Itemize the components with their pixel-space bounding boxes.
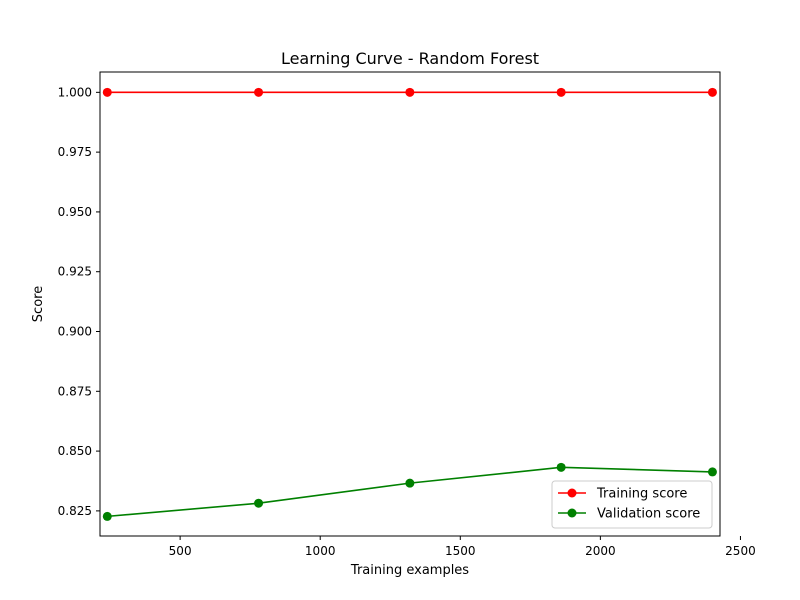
x-axis-label: Training examples [350,563,469,578]
series-2-point [405,478,415,488]
y-tick-label: 0.825 [58,504,92,518]
legend-label-1: Training score [596,487,687,502]
chart-title: Learning Curve - Random Forest [281,49,539,68]
series-1-point [556,87,566,97]
legend-label-2: Validation score [597,507,700,522]
axis-ticks: 500 1000 1500 2000 2500 0.825 0.850 0.875 0.900 0… [58,85,756,558]
y-tick-label: 0.975 [58,145,92,159]
y-tick-label: 0.900 [58,325,92,339]
y-tick-label: 0.925 [58,265,92,279]
y-axis-label: Score [31,286,46,322]
legend: Training score Validation score [551,480,713,529]
series-1-point [405,87,415,97]
x-tick-label: 1000 [305,544,336,558]
series-2-point [102,511,112,521]
series-2-point [254,498,264,508]
legend-marker-1 [567,488,577,498]
y-tick-label: 0.850 [58,444,92,458]
y-tick-label: 0.875 [58,384,92,398]
x-tick-label: 500 [169,544,192,558]
x-tick-label: 2000 [585,544,616,558]
x-tick-label: 2500 [725,544,756,558]
y-tick-label: 0.950 [58,205,92,219]
plot-area-frame [99,71,721,537]
series-1-point [254,87,264,97]
plot-series [102,87,717,521]
y-tick-label: 1.000 [58,85,92,99]
series-2-point [556,462,566,472]
series-1-point [102,87,112,97]
x-tick-label: 1500 [445,544,476,558]
legend-marker-2 [567,508,577,518]
series-1-point [707,87,717,97]
legend-box [551,480,713,529]
series-2-point [707,467,717,477]
